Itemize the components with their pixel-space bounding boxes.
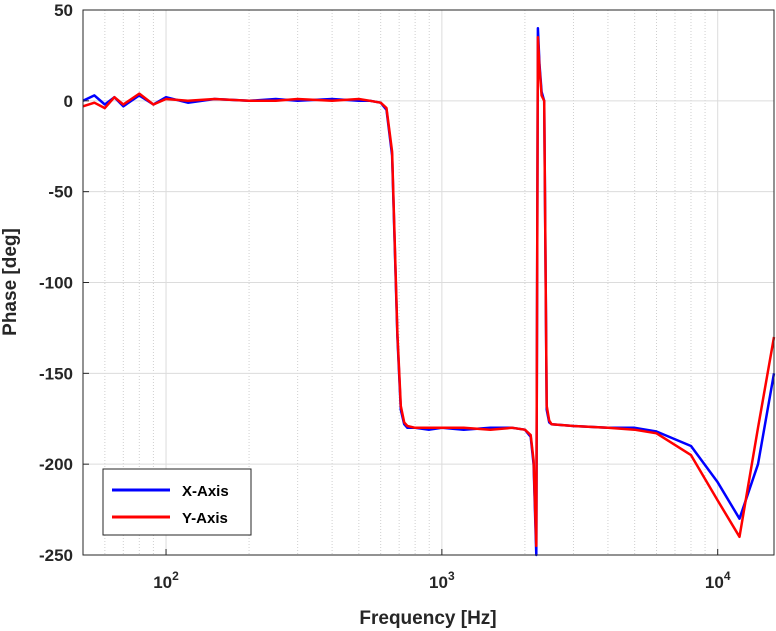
y-tick-label: -250	[39, 546, 73, 565]
y-tick-label: -50	[48, 183, 73, 202]
x-tick-label: 103	[429, 569, 455, 592]
y-tick-label: -150	[39, 364, 73, 383]
y-tick-label: 50	[54, 1, 73, 20]
y-tick-label: -200	[39, 455, 73, 474]
legend: X-Axis Y-Axis	[102, 468, 252, 536]
legend-box	[102, 468, 252, 536]
series-line-y-axis	[82, 36, 776, 548]
series-layer	[82, 26, 776, 557]
x-tick-label: 104	[705, 569, 731, 592]
y-axis-ticks: 50 0 -50 -100 -150 -200 -250	[39, 1, 89, 565]
x-axis-label: Frequency [Hz]	[359, 608, 496, 629]
x-axis-ticks: 102 103 104	[153, 549, 731, 592]
legend-label-x-axis: X-Axis	[182, 483, 229, 500]
y-tick-label: -100	[39, 274, 73, 293]
x-tick-label: 102	[153, 569, 179, 592]
y-tick-label: 0	[64, 92, 73, 111]
legend-label-y-axis: Y-Axis	[182, 510, 228, 527]
y-axis-label: Phase [deg]	[0, 228, 21, 336]
